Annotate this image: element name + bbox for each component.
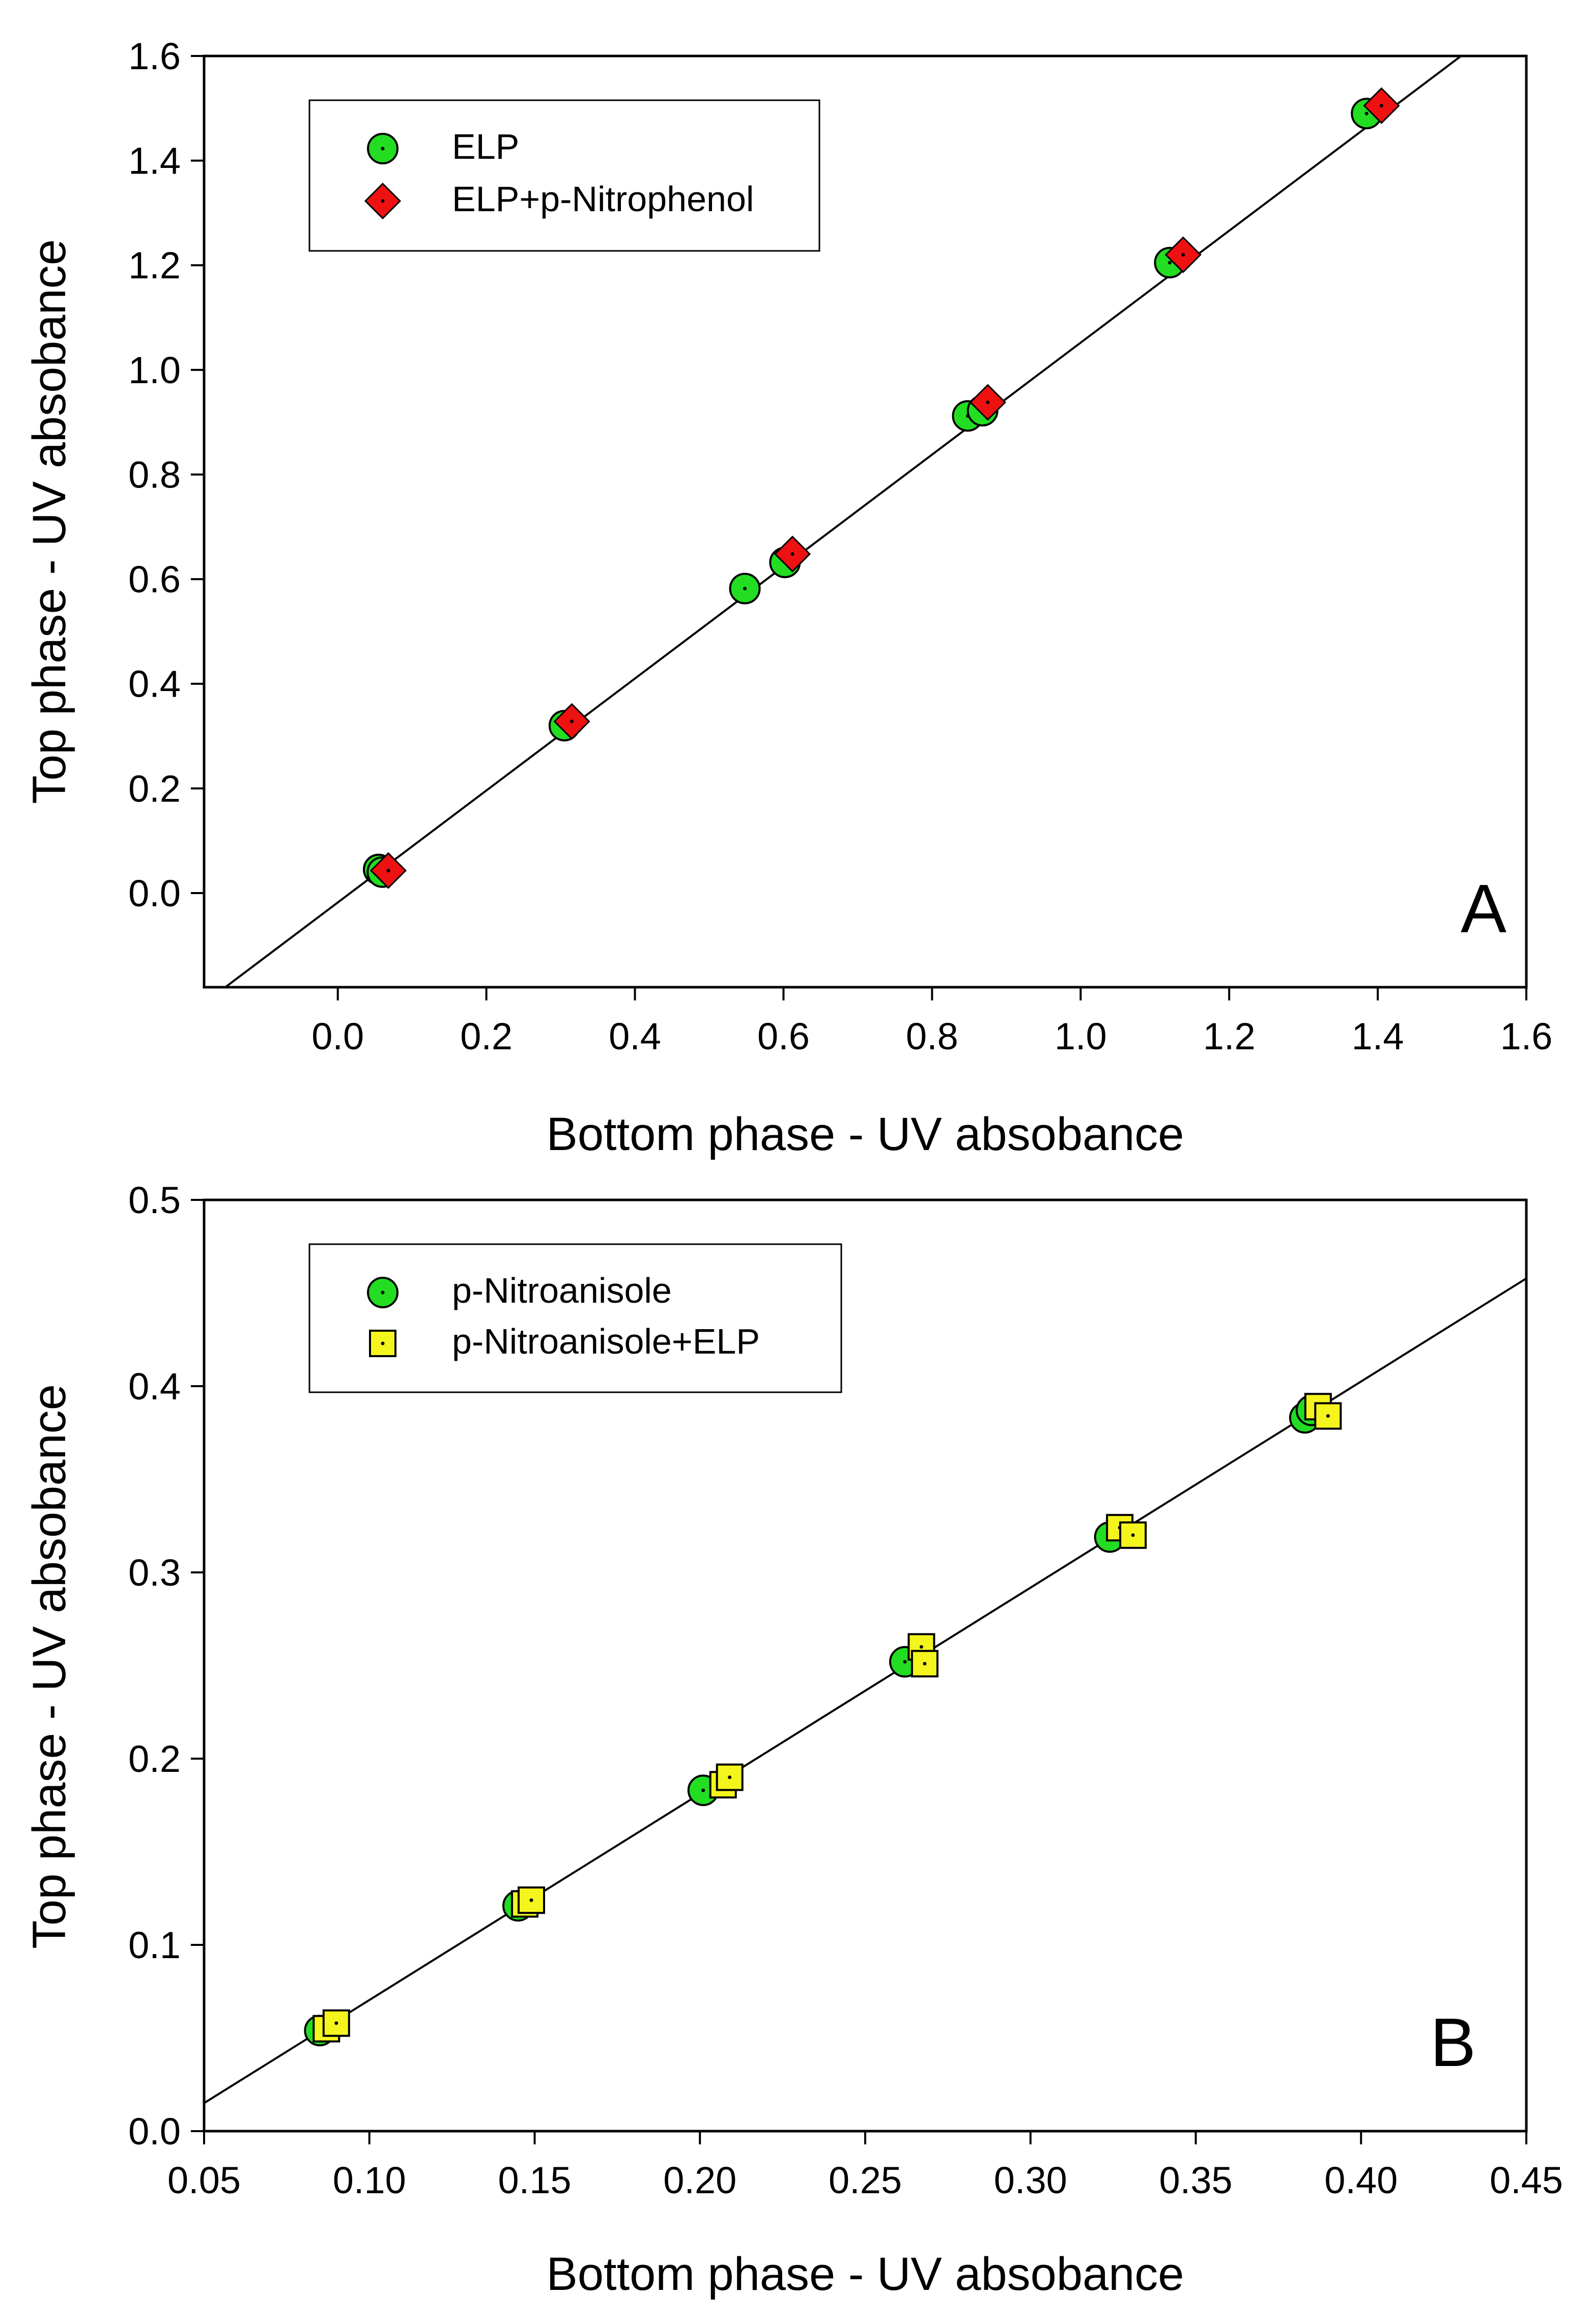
panel-b-data-point <box>1119 1521 1147 1549</box>
panel-a-y-tick-label: 0.4 <box>128 663 181 705</box>
panel-b-x-tick-label: 0.35 <box>1159 2159 1232 2201</box>
panel-a-x-tick-label: 0.2 <box>460 1015 513 1057</box>
panel-a-ticks: 0.0 0.2 0.4 0.6 0.8 1.0 1.2 1.4 1.6 0.0 0.2 0.4 0.6 0… <box>128 35 1552 1057</box>
panel-a-y-tick-label: 0.2 <box>128 767 181 810</box>
panel-b-legend-marker-shape <box>367 1277 399 1308</box>
panel-b-x-tick-label: 0.40 <box>1324 2159 1398 2201</box>
panel-b-x-tick-label: 0.10 <box>333 2159 406 2201</box>
panel-a-legend-box <box>308 99 820 252</box>
panel-a-x-tick-label: 1.4 <box>1352 1015 1404 1057</box>
panel-a-x-tick-label: 0.0 <box>311 1015 364 1057</box>
panel-a-y-tick-label: 1.2 <box>128 244 181 286</box>
panel-b-legend-entry-nitroanisole-elp: p-Nitroanisole+ELP <box>369 1322 760 1361</box>
panel-a-x-tick-label: 1.0 <box>1055 1015 1107 1057</box>
panel-a-legend-entry-elp-nitrophenol: ELP+p-Nitrophenol <box>364 179 754 220</box>
panel-b-plot-frame <box>203 1198 1528 2133</box>
panel-a-y-tick-label: 1.0 <box>128 349 181 391</box>
panel-b-data-point <box>518 1886 546 1914</box>
panel-a-legend-entry-elp: ELP <box>367 127 519 166</box>
panel-a-legend-marker-shape <box>364 182 402 220</box>
panel-a-series-1 <box>369 87 1400 889</box>
panel-b-legend-marker-shape <box>369 1330 396 1357</box>
panel-a-y-tick-label: 1.6 <box>128 35 181 77</box>
panel-b-y-tick-label: 0.3 <box>128 1552 181 1594</box>
panel-b-y-tick-label: 0.2 <box>128 1738 181 1780</box>
panel-a-points <box>362 87 1400 889</box>
panel-b-y-tick-label: 0.4 <box>128 1365 181 1408</box>
panel-a-y-axis-title: Top phase - UV absobance <box>23 239 75 804</box>
panel-a-legend-label-elp: ELP <box>452 127 519 166</box>
panel-b-data-point <box>322 2009 350 2037</box>
panel-b-x-axis-title: Bottom phase - UV absobance <box>547 2248 1184 2300</box>
panel-a-data-point <box>729 572 761 605</box>
panel-a-x-tick-label: 0.6 <box>757 1015 810 1057</box>
panel-b-y-tick-label: 0.0 <box>128 2110 181 2153</box>
panel-a-label: A <box>1461 870 1506 947</box>
panel-a-data-point <box>553 703 590 740</box>
panel-a-y-tick-label: 0.6 <box>128 558 181 600</box>
panel-b-x-tick-label: 0.45 <box>1490 2159 1563 2201</box>
panel-b-data-point <box>716 1763 744 1791</box>
panel-b: 0.05 0.10 0.15 0.20 0.25 0.30 0.35 0.40 0.45 0.0 0… <box>23 1179 1563 2300</box>
panel-a-legend: ELP ELP+p-Nitrophenol <box>308 99 820 252</box>
panel-b-y-axis-title: Top phase - UV absobance <box>23 1384 75 1949</box>
panel-b-data-point <box>1314 1402 1342 1430</box>
panel-a-data-point <box>1363 87 1400 124</box>
panel-b-legend-label-nitroanisole: p-Nitroanisole <box>452 1271 672 1310</box>
panel-b-label: B <box>1430 2004 1476 2081</box>
panel-b-x-tick-label: 0.30 <box>994 2159 1067 2201</box>
panel-a-y-tick-label: 1.4 <box>128 140 181 182</box>
panel-a: 0.0 0.2 0.4 0.6 0.8 1.0 1.2 1.4 1.6 0.0 0.2 0.4 0.6 0… <box>23 35 1552 1160</box>
panel-b-legend-marker-nitroanisole <box>367 1277 399 1308</box>
panel-b-legend-marker-nitroanisole-elp <box>369 1330 396 1357</box>
panel-a-x-axis-title: Bottom phase - UV absobance <box>547 1108 1184 1160</box>
panel-a-data-point <box>774 535 811 572</box>
panel-b-x-tick-label: 0.15 <box>498 2159 571 2201</box>
panel-a-plot-frame <box>203 54 1528 989</box>
panel-a-y-tick-label: 0.0 <box>128 872 181 914</box>
panel-b-y-tick-label: 0.1 <box>128 1924 181 1966</box>
panel-a-data-point <box>969 384 1006 421</box>
panel-a-x-tick-label: 0.8 <box>906 1015 958 1057</box>
panel-a-legend-marker-shape <box>367 133 399 164</box>
panel-a-y-tick-label: 0.8 <box>128 453 181 496</box>
panel-b-ticks: 0.05 0.10 0.15 0.20 0.25 0.30 0.35 0.40 0.45 0.0 0… <box>128 1179 1563 2201</box>
panel-a-line-layer <box>223 56 1463 987</box>
panel-b-legend: p-Nitroanisole p-Nitroanisole+ELP <box>308 1243 842 1393</box>
panel-a-x-tick-label: 1.2 <box>1203 1015 1256 1057</box>
panel-b-series-0 <box>304 1394 1327 2047</box>
panel-a-legend-label-elp-nitrophenol: ELP+p-Nitrophenol <box>452 179 754 219</box>
panel-b-x-tick-label: 0.05 <box>167 2159 241 2201</box>
panel-b-data-point <box>911 1650 938 1678</box>
panel-a-legend-marker-elp <box>367 133 399 164</box>
panel-b-points <box>304 1393 1342 2047</box>
panel-a-fit-line <box>223 56 1463 987</box>
panel-b-y-tick-label: 0.5 <box>128 1179 181 1221</box>
panel-b-x-tick-label: 0.20 <box>663 2159 736 2201</box>
panel-a-data-point <box>369 852 407 889</box>
panel-b-x-tick-label: 0.25 <box>829 2159 902 2201</box>
panel-a-x-tick-label: 0.4 <box>609 1015 661 1057</box>
panel-b-legend-box <box>308 1243 842 1393</box>
panel-a-x-tick-label: 1.6 <box>1500 1015 1553 1057</box>
panel-a-data-point <box>1164 236 1202 273</box>
panel-b-legend-entry-nitroanisole: p-Nitroanisole <box>367 1271 672 1310</box>
panel-a-legend-marker-elp-nitrophenol <box>364 182 402 220</box>
panel-b-legend-label-nitroanisole-elp: p-Nitroanisole+ELP <box>452 1322 760 1361</box>
panel-b-series-1 <box>312 1393 1342 2043</box>
